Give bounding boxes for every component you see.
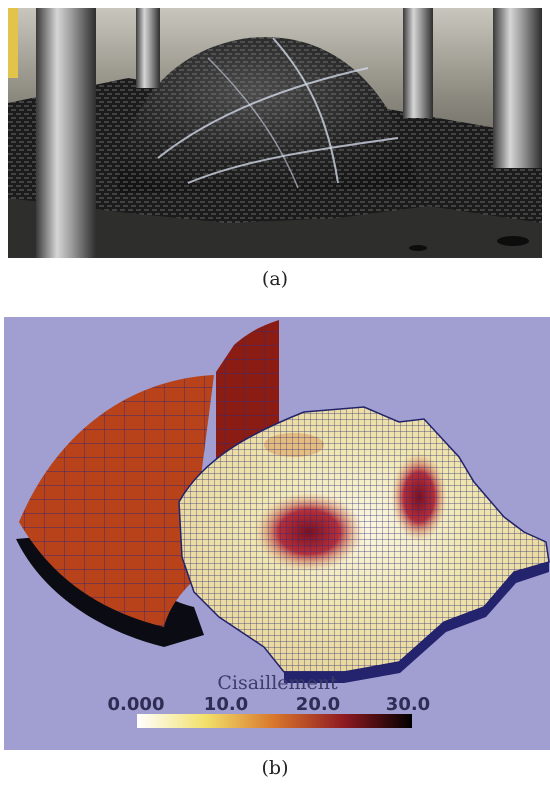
draping-photo — [8, 8, 542, 258]
colorbar-tick-2: 20.0 — [295, 694, 341, 715]
colorbar — [137, 714, 412, 728]
colorbar-tick-3: 30.0 — [385, 694, 431, 715]
simulation-panel-b: Cisaillement 0.000 10.0 20.0 30.0 — [4, 317, 550, 750]
colorbar-title: Cisaillement — [217, 672, 338, 694]
colorbar-tick-1: 10.0 — [203, 694, 249, 715]
colorbar-tick-0: 0.000 — [107, 694, 165, 715]
shear-simulation-render — [16, 320, 550, 728]
photo-panel-a — [8, 8, 542, 258]
caption-a: (a) — [261, 268, 289, 290]
caption-b: (b) — [261, 757, 289, 779]
